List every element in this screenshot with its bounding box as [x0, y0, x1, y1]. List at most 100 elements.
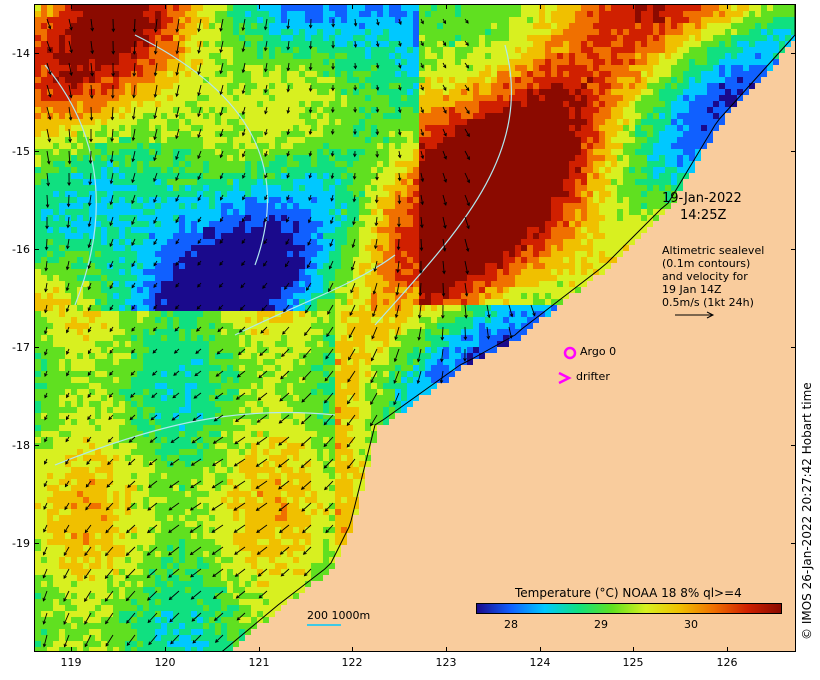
lat-tick-mark [791, 249, 796, 250]
velocity-arrowhead [87, 394, 92, 398]
velocity-arrowhead [110, 138, 114, 143]
velocity-arrow [464, 238, 469, 252]
velocity-arrowhead [152, 327, 157, 332]
velocity-arrow [128, 458, 136, 466]
velocity-arrow [153, 216, 158, 224]
velocity-arrowhead [125, 574, 130, 579]
velocity-arrowhead [43, 483, 48, 488]
velocity-arrowhead [419, 247, 424, 252]
velocity-arrowhead [325, 529, 329, 534]
velocity-arrowhead [146, 574, 151, 579]
velocity-arrowhead [214, 395, 219, 400]
velocity-arrowhead [278, 529, 283, 534]
velocity-arrow [464, 62, 469, 69]
velocity-arrowhead [396, 269, 400, 274]
velocity-arrow [44, 304, 48, 313]
velocity-arrow [348, 326, 356, 338]
velocity-arrowhead [197, 261, 201, 266]
lon-tick-mark [259, 647, 260, 652]
lat-tick-mark [791, 53, 796, 54]
velocity-arrow [147, 502, 158, 511]
velocity-arrowhead [131, 263, 135, 268]
velocity-arrowhead [65, 438, 70, 443]
velocity-arrowhead [86, 438, 91, 443]
velocity-arrowhead [353, 44, 358, 49]
velocity-arrow [68, 150, 71, 164]
velocity-arrowhead [348, 356, 352, 361]
velocity-arrowhead [85, 506, 89, 511]
velocity-arrowhead [175, 198, 179, 203]
drifter-marker[interactable] [558, 371, 572, 385]
velocity-arrow [279, 524, 290, 533]
velocity-arrow [242, 106, 246, 115]
sealevel-contours [44, 34, 513, 466]
velocity-arrow [130, 392, 136, 398]
velocity-arrowhead [255, 507, 260, 511]
velocity-arrow [68, 194, 70, 207]
velocity-arrow [212, 458, 224, 466]
map-canvas [35, 5, 795, 651]
sst-map[interactable] [34, 4, 796, 652]
velocity-arrowhead [420, 109, 424, 114]
velocity-arrow [153, 172, 158, 182]
velocity-arrow [132, 150, 136, 162]
velocity-arrowhead [48, 93, 52, 98]
velocity-arrow [278, 502, 290, 512]
velocity-arrow [215, 634, 224, 643]
velocity-arrowhead [442, 42, 447, 47]
velocity-arrow [66, 238, 70, 249]
velocity-arrow [152, 370, 158, 376]
velocity-arrow [220, 172, 224, 179]
velocity-arrow [464, 150, 470, 160]
velocity-arrowhead [219, 262, 223, 266]
velocity-arrowhead [153, 262, 157, 267]
velocity-arrowhead [442, 270, 446, 275]
velocity-arrow [43, 634, 48, 647]
colorbar-tick-label: 30 [684, 618, 698, 631]
velocity-arrowhead [328, 288, 332, 293]
velocity-arrowhead [131, 179, 135, 184]
lat-tick-mark [34, 347, 39, 348]
lat-tick-label: -14 [12, 47, 30, 60]
velocity-arrowhead [466, 156, 470, 161]
velocity-arrowhead [308, 152, 313, 157]
velocity-arrowhead [175, 262, 179, 266]
velocity-arrowhead [331, 87, 335, 92]
velocity-arrowhead [106, 484, 111, 488]
velocity-arrowhead [149, 439, 154, 443]
argo-float-marker[interactable] [563, 346, 577, 360]
velocity-arrow [262, 282, 268, 289]
velocity-arrowhead [351, 244, 356, 249]
velocity-arrow [236, 590, 246, 599]
velocity-arrow [84, 634, 92, 647]
velocity-arrow [464, 326, 466, 340]
velocity-arrowhead [240, 284, 245, 289]
velocity-arrowhead [277, 464, 282, 468]
velocity-arrowhead [278, 485, 282, 490]
velocity-arrow [233, 502, 246, 511]
velocity-arrowhead [233, 485, 238, 489]
velocity-arrow [154, 40, 158, 54]
velocity-arrow [168, 546, 180, 556]
timestamp-time: 14:25Z [680, 208, 727, 223]
velocity-arrowhead [284, 263, 289, 268]
velocity-arrow [257, 392, 268, 401]
velocity-arrow [441, 348, 444, 362]
velocity-arrowhead [280, 375, 284, 380]
velocity-arrowhead [195, 350, 200, 355]
velocity-arrow [419, 282, 422, 296]
velocity-arrow [370, 414, 378, 426]
velocity-arrow [220, 62, 224, 74]
velocity-arrowhead [47, 138, 52, 143]
lon-tick-mark [165, 4, 166, 9]
velocity-arrow [171, 436, 180, 443]
velocity-arrow [175, 194, 180, 202]
velocity-arrowhead [153, 157, 157, 162]
velocity-arrow [150, 414, 158, 421]
velocity-arrow [304, 326, 312, 336]
velocity-arrow [420, 238, 423, 251]
velocity-arrow [346, 414, 356, 426]
velocity-arrowhead [374, 199, 379, 204]
velocity-arrow [214, 414, 224, 422]
velocity-arrow [325, 348, 334, 359]
